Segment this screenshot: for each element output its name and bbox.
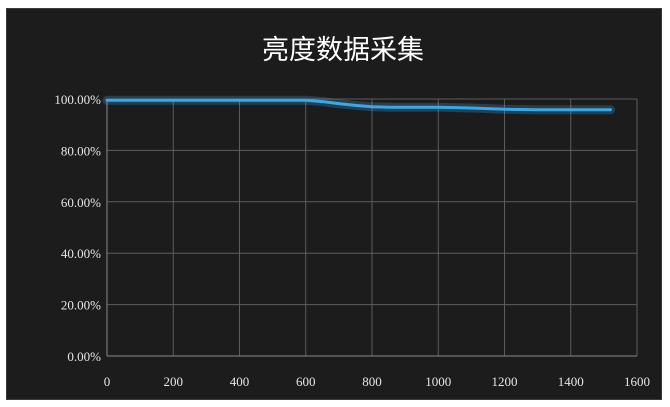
x-tick-label: 1200 [492,374,518,389]
x-tick-label: 400 [230,374,250,389]
x-tick-label: 1400 [558,374,584,389]
y-tick-label: 40.00% [61,246,101,261]
series-line [105,98,612,112]
x-tick-label: 800 [362,374,382,389]
x-tick-label: 1000 [425,374,451,389]
series-layer [102,95,615,115]
x-tick-label: 200 [164,374,184,389]
y-tick-label: 60.00% [61,195,101,210]
y-tick-labels: 0.00% 20.00% 40.00% 60.00% 80.00% 100.00% [54,92,101,364]
y-tick-label: 100.00% [54,92,101,107]
x-tick-label: 600 [296,374,316,389]
axes [106,99,637,357]
chart-frame: 亮度数据采集 0.00% 20.00% 40.00% 60.00% 80.00% 100.… [6,8,662,400]
x-tick-label: 0 [104,374,111,389]
x-tick-label: 1600 [624,374,650,389]
y-tick-label: 80.00% [61,143,101,158]
chart-title: 亮度数据采集 [262,35,424,66]
brightness-line-chart: 亮度数据采集 0.00% 20.00% 40.00% 60.00% 80.00% 100.… [54,35,650,389]
y-tick-label: 20.00% [61,298,101,313]
x-tick-labels: 0 200 400 600 800 1000 1200 1400 1600 [104,374,650,389]
grid-lines [107,98,638,356]
y-tick-label: 0.00% [67,349,101,364]
